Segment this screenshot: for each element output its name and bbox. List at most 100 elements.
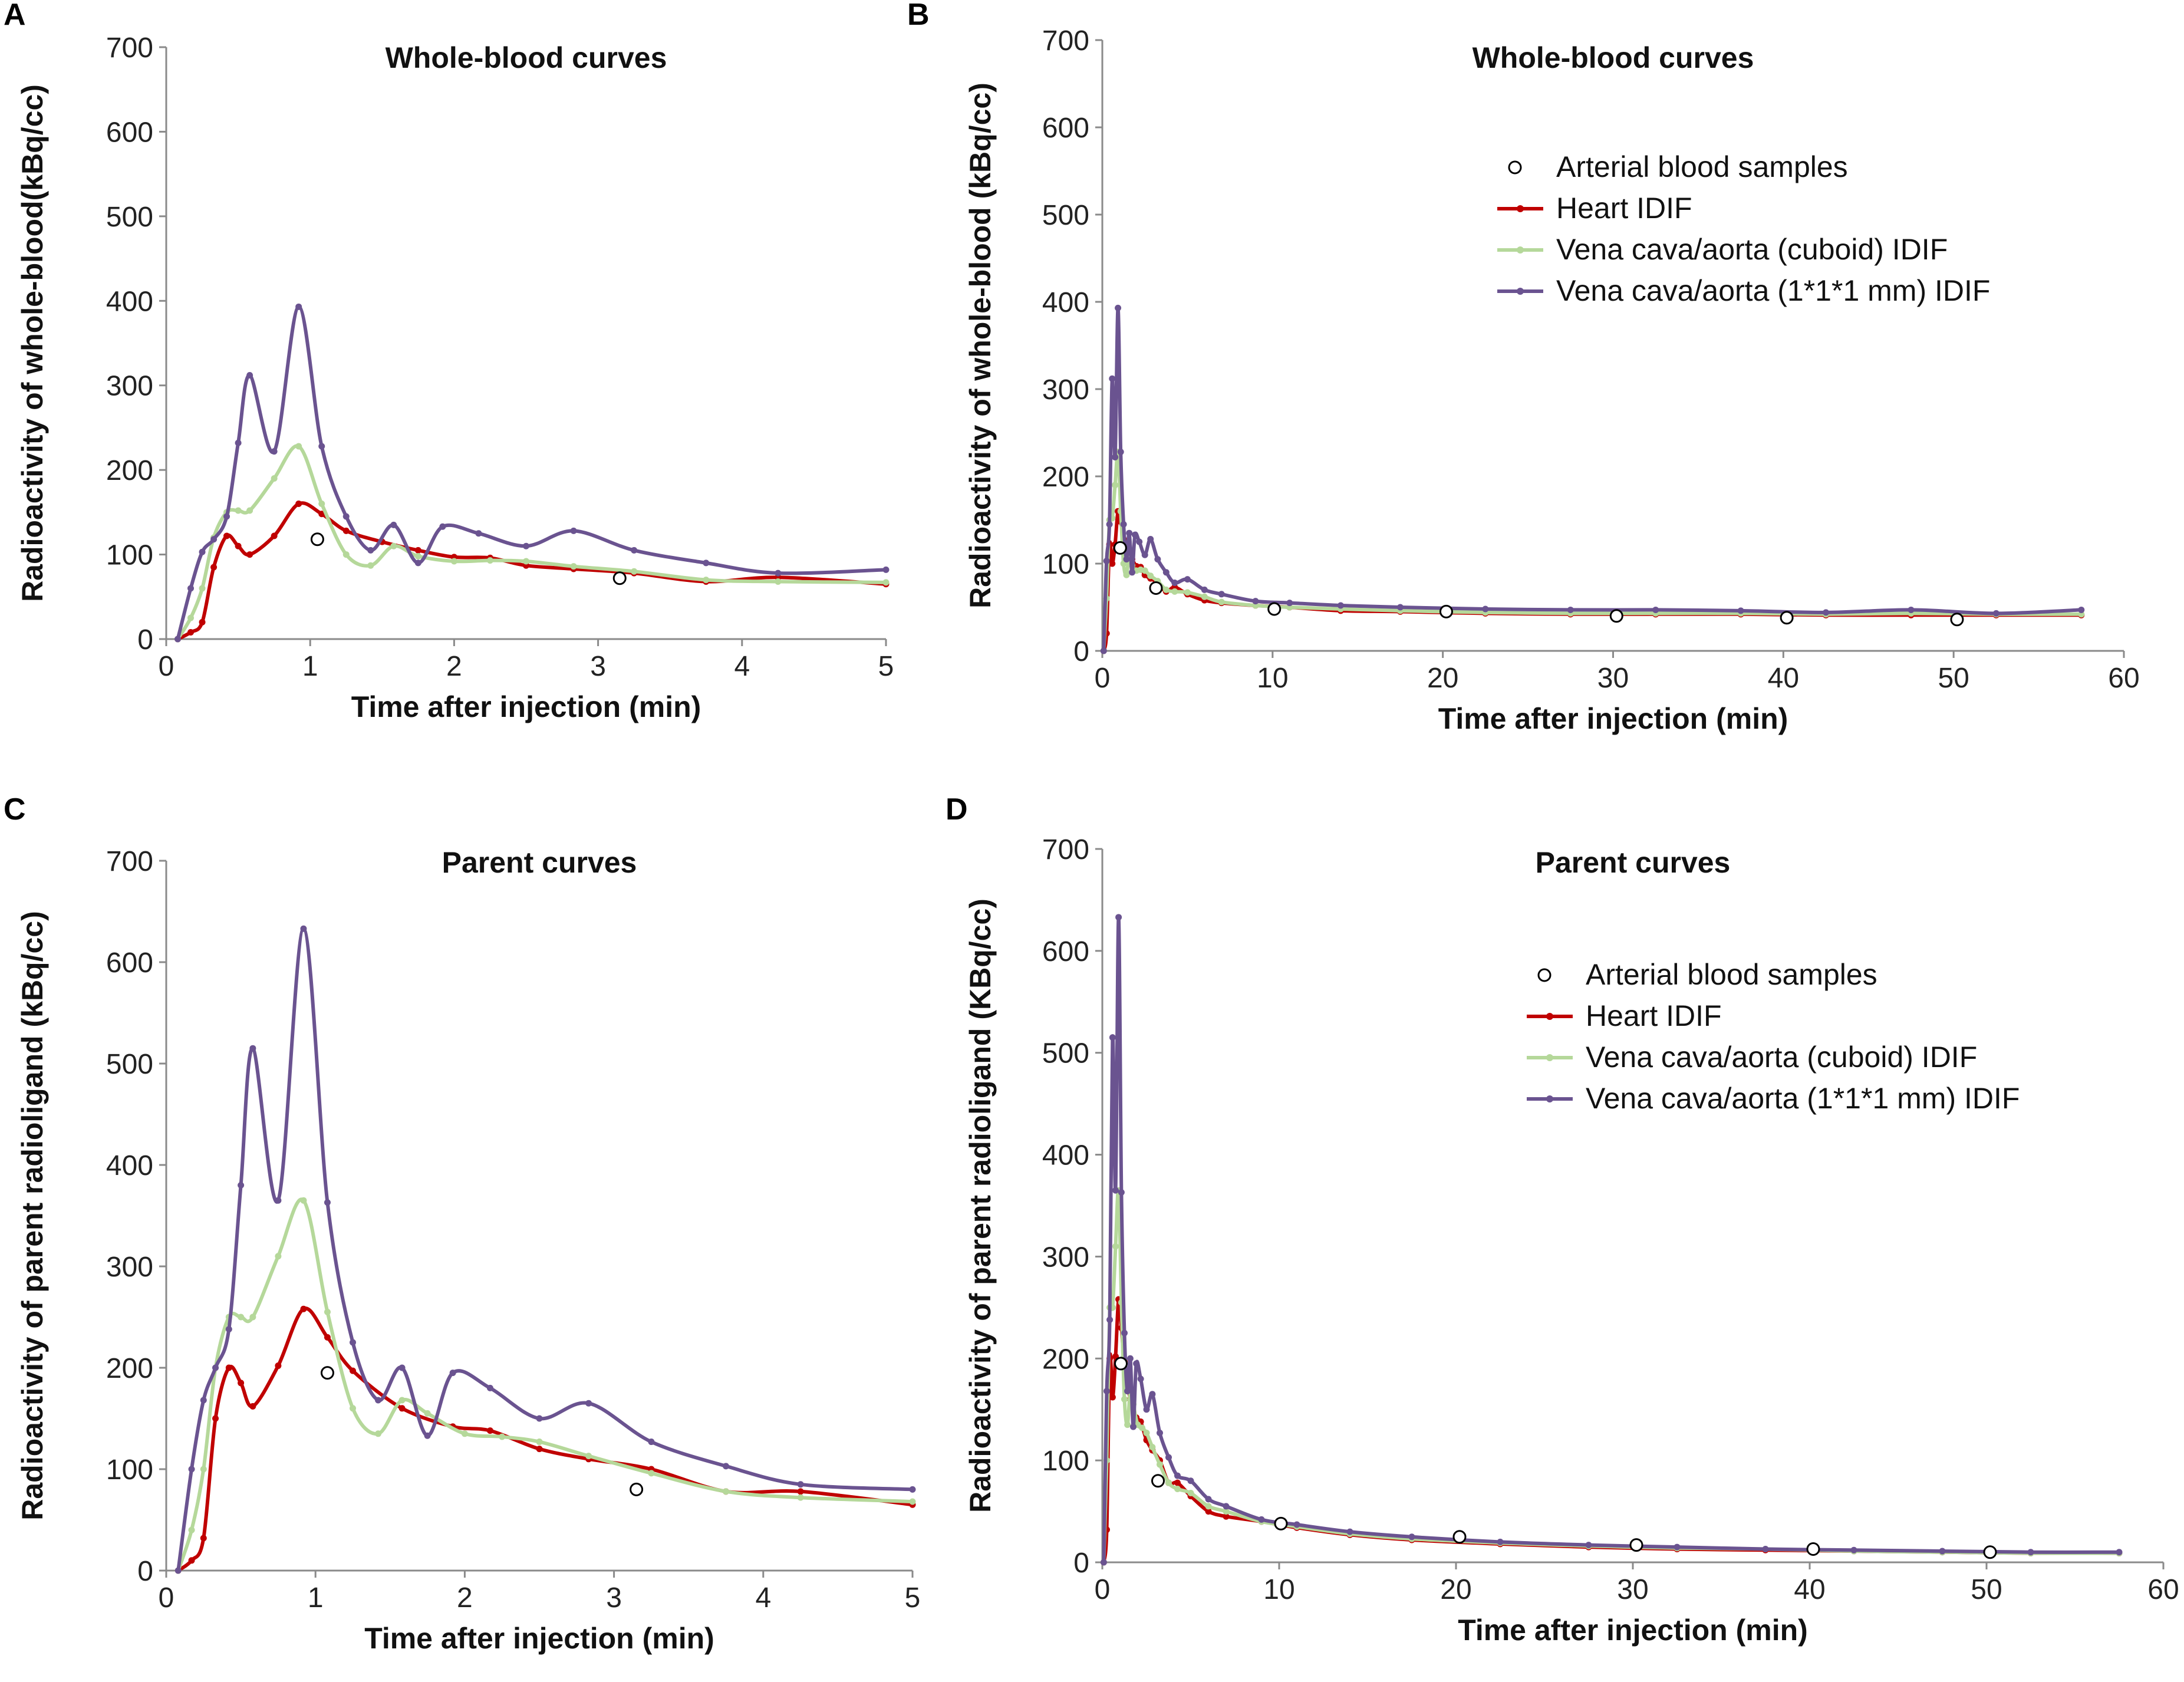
mm-series-point [424,1432,431,1439]
x-tick-label: 40 [1768,663,1799,694]
mm-series-point [1103,558,1110,565]
mm-series-point [1117,449,1124,456]
y-tick-label: 400 [106,286,153,317]
mm-series-point [1130,1423,1137,1430]
heart-series-point [1205,1508,1212,1515]
arterial-sample-marker [1113,541,1127,555]
x-tick-label: 2 [457,1582,473,1614]
mm-series-point [350,1339,356,1346]
y-tick-label: 500 [106,1049,153,1080]
cuboid-series-point [187,614,195,621]
cuboid-series-line [1102,1187,2121,1564]
mm-series-point [1762,1546,1769,1553]
cuboid-series-point [775,578,782,585]
mm-series-point [1112,453,1119,460]
heart-series-point [188,1557,195,1564]
heart-series-point [295,501,302,508]
heart-series-point [187,629,195,636]
cuboid-series-point [238,1314,245,1321]
mm-series-point [1106,521,1113,528]
mm-series-point [342,513,350,520]
mm-series-point [486,1384,493,1391]
cuboid-series-line [176,444,888,641]
mm-series-point [1223,1503,1230,1510]
mm-series-point [223,513,230,520]
x-tick-label: 40 [1794,1574,1825,1605]
mm-series-point [1396,604,1404,611]
x-tick-label: 50 [1971,1574,2002,1605]
x-tick-label: 4 [734,651,750,682]
legend-heart-label: Heart IDIF [1556,192,1692,225]
heart-series-point [212,1415,219,1422]
legend-cuboid-label: Vena cava/aorta (cuboid) IDIF [1586,1041,1977,1074]
mm-series-point [1100,647,1107,654]
mm-series-point [1497,1538,1504,1545]
heart-series-point [210,564,218,571]
heart-series-point [238,1380,245,1387]
x-tick-label: 0 [159,1582,174,1614]
legend-arterial-marker [1508,160,1522,175]
mm-series-point [797,1481,804,1488]
y-tick-label: 200 [1042,462,1089,493]
mm-series-point [631,547,638,554]
panel-d-chart: 0 100 200 300 400 500 600 700 0 10 20 30 40 50 60 Time … [946,792,2179,1647]
mm-series-point [1136,538,1143,545]
chart-title: Whole-blood curves [386,41,667,74]
mm-series-point [318,443,325,450]
x-tick-label: 60 [2147,1574,2179,1605]
cuboid-series-point [1112,1243,1119,1250]
mm-series-point [1567,606,1574,613]
mm-series-point [1165,1454,1172,1461]
cuboid-series-point [249,1314,256,1321]
mm-series-point [1126,529,1133,536]
mm-series-point [235,439,242,446]
x-axis-label: Time after injection (min) [351,690,701,723]
cuboid-series-point [235,507,242,514]
y-tick-label: 600 [106,117,153,148]
heart-series-point [249,1403,256,1410]
x-tick-label: 1 [302,651,318,682]
y-tick-label: 200 [1042,1344,1089,1375]
arterial-sample-marker [1149,581,1163,595]
heart-series-point [536,1446,543,1453]
cuboid-series-point [882,579,890,586]
arterial-sample-marker [1452,1530,1467,1544]
cuboid-series-point [1171,588,1178,595]
cuboid-series-point [424,1410,431,1417]
y-tick-label: 500 [1042,1038,1089,1069]
y-tick-label: 600 [106,947,153,979]
mm-series-point [1205,1496,1212,1503]
heart-series-point [1109,560,1116,567]
mm-series-point [2027,1549,2034,1556]
mm-series-point [449,1370,456,1377]
mm-series-point [375,1397,382,1404]
mm-series-point [1124,1388,1131,1395]
y-tick-label: 200 [106,455,153,486]
cuboid-series-point [398,1397,406,1404]
legend-heart-label: Heart IDIF [1586,999,1722,1032]
heart-series-point [486,1427,493,1434]
x-tick-label: 3 [590,651,606,682]
mm-series-point [1103,1388,1110,1395]
mm-series-point [648,1439,655,1446]
y-axis-label: Radioactivity of whole-blood(kBq/cc) [16,84,49,602]
cuboid-series-point [300,1197,307,1204]
cuboid-series-point [350,1405,356,1412]
chart-title: Whole-blood curves [1473,41,1754,74]
x-axis-label: Time after injection (min) [364,1622,714,1655]
mm-series-point [1162,569,1170,576]
cuboid-series-line [176,1197,914,1572]
arterial-sample-marker [1806,1542,1820,1556]
mm-series-point [1123,556,1130,563]
panel-label: C [4,792,26,827]
arterial-sample-marker [1114,1357,1128,1371]
x-tick-label: 50 [1938,663,1969,694]
mm-series-point [1408,1533,1415,1541]
mm-series-point [1286,600,1293,607]
y-tick-label: 400 [106,1150,153,1181]
cuboid-series-point [1143,1429,1150,1436]
mm-series-point [1218,591,1225,598]
cuboid-series-point [367,562,374,569]
x-tick-label: 5 [878,651,894,682]
cuboid-series-point [631,568,638,575]
